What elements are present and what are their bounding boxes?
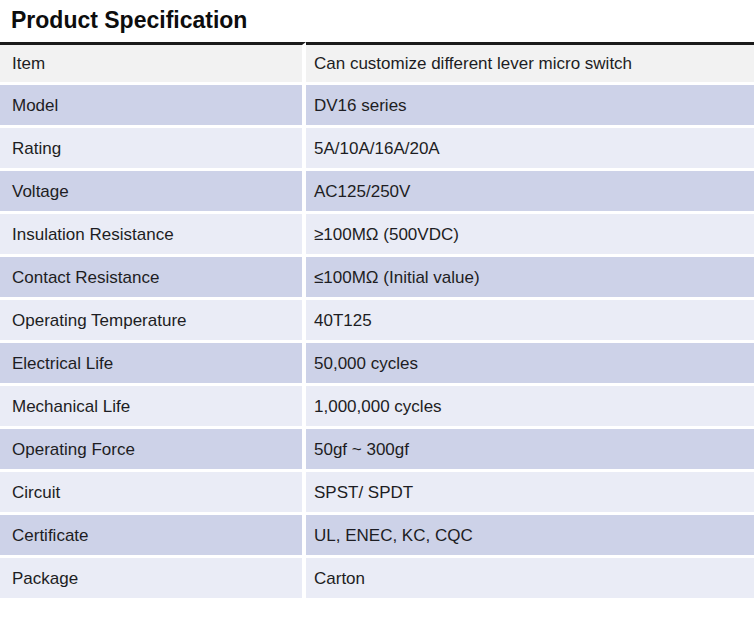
table-row: Voltage AC125/250V (0, 171, 754, 214)
spec-value: DV16 series (306, 85, 754, 128)
spec-value: SPST/ SPDT (306, 472, 754, 515)
table-row: Contact Resistance ≤100MΩ (Initial value… (0, 257, 754, 300)
spec-label: Insulation Resistance (0, 214, 306, 257)
spec-value: Can customize different lever micro swit… (306, 42, 754, 85)
spec-value: ≥100MΩ (500VDC) (306, 214, 754, 257)
table-row: Package Carton (0, 558, 754, 601)
spec-value: 1,000,000 cycles (306, 386, 754, 429)
table-row: Insulation Resistance ≥100MΩ (500VDC) (0, 214, 754, 257)
spec-label: Contact Resistance (0, 257, 306, 300)
spec-value: UL, ENEC, KC, CQC (306, 515, 754, 558)
spec-table: Item Can customize different lever micro… (0, 42, 754, 601)
table-row: Model DV16 series (0, 85, 754, 128)
spec-label: Circuit (0, 472, 306, 515)
spec-value: 40T125 (306, 300, 754, 343)
table-row: Operating Temperature 40T125 (0, 300, 754, 343)
spec-table-body: Item Can customize different lever micro… (0, 42, 754, 601)
table-row: Mechanical Life 1,000,000 cycles (0, 386, 754, 429)
table-row: Certificate UL, ENEC, KC, CQC (0, 515, 754, 558)
table-row: Electrical Life 50,000 cycles (0, 343, 754, 386)
spec-label: Operating Temperature (0, 300, 306, 343)
spec-value: 5A/10A/16A/20A (306, 128, 754, 171)
spec-label: Voltage (0, 171, 306, 214)
spec-label: Electrical Life (0, 343, 306, 386)
table-row: Operating Force 50gf ~ 300gf (0, 429, 754, 472)
spec-value: 50gf ~ 300gf (306, 429, 754, 472)
spec-label: Item (0, 42, 306, 85)
spec-label: Model (0, 85, 306, 128)
spec-label: Mechanical Life (0, 386, 306, 429)
spec-value: Carton (306, 558, 754, 601)
page-title: Product Specification (11, 7, 754, 33)
spec-label: Package (0, 558, 306, 601)
table-row: Rating 5A/10A/16A/20A (0, 128, 754, 171)
spec-label: Operating Force (0, 429, 306, 472)
spec-label: Rating (0, 128, 306, 171)
spec-label: Certificate (0, 515, 306, 558)
spec-value: AC125/250V (306, 171, 754, 214)
page: { "page": { "title": "Product Specificat… (0, 0, 754, 644)
spec-value: 50,000 cycles (306, 343, 754, 386)
table-row: Item Can customize different lever micro… (0, 42, 754, 85)
spec-value: ≤100MΩ (Initial value) (306, 257, 754, 300)
table-row: Circuit SPST/ SPDT (0, 472, 754, 515)
